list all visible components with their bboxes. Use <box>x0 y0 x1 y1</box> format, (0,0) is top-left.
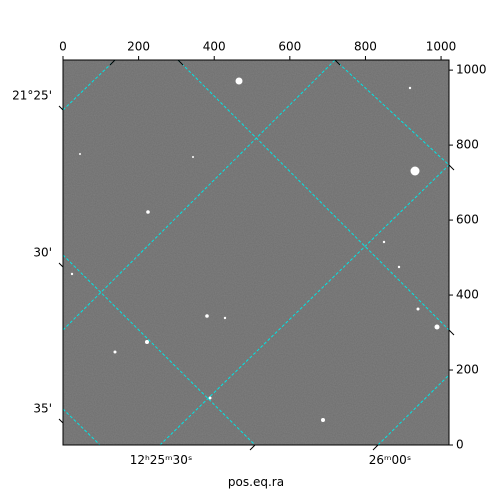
x-tick-label: 800 <box>354 40 377 54</box>
stars <box>70 77 440 422</box>
sky-tick <box>372 444 379 451</box>
x-tick-label: 400 <box>203 40 226 54</box>
ra-tick-label: 26ᵐ00ˢ <box>369 453 412 467</box>
y-tick-label: 400 <box>456 288 479 302</box>
dec-tick <box>58 105 64 111</box>
star <box>434 324 440 330</box>
x-tick-label: 200 <box>127 40 150 54</box>
star <box>223 316 227 320</box>
star <box>408 86 412 90</box>
star <box>192 156 194 158</box>
star <box>397 265 401 269</box>
ra-tick-label: 12ʰ25ᵐ30ˢ <box>130 453 193 467</box>
grid-line <box>63 60 336 331</box>
image-noise <box>63 60 449 445</box>
grid-line <box>63 408 101 445</box>
coordinate-grid <box>63 60 449 445</box>
star <box>145 340 149 344</box>
y-tick-label: 600 <box>456 213 479 227</box>
grid-line <box>63 60 116 111</box>
star <box>208 396 212 400</box>
y-tick-label: 800 <box>456 138 479 152</box>
sky-tick <box>249 444 256 451</box>
y-tick-label: 200 <box>456 363 479 377</box>
star <box>205 314 209 318</box>
grid-line <box>177 60 449 331</box>
sky-tick <box>334 59 341 66</box>
x-tick-label: 0 <box>59 40 67 54</box>
frame <box>62 59 450 446</box>
x-axis-label: pos.eq.ra <box>228 475 284 489</box>
star <box>235 77 243 85</box>
y-tick-label: 1000 <box>456 63 487 77</box>
grid-line <box>334 60 449 166</box>
x-tick-label: 1000 <box>426 40 457 54</box>
grid-line <box>159 164 449 445</box>
star <box>146 210 150 214</box>
dec-tick <box>58 418 64 424</box>
dec-tick-label: 30' <box>33 246 52 260</box>
y-tick-label: 0 <box>456 438 464 452</box>
star <box>79 153 81 155</box>
sky-tick <box>448 164 455 171</box>
sky-tick <box>448 329 455 336</box>
sky-tick <box>177 59 184 66</box>
star <box>382 240 386 244</box>
dec-tick <box>58 262 64 268</box>
star <box>410 166 420 176</box>
star <box>113 350 117 354</box>
grid-line <box>377 374 449 445</box>
sky-tick <box>109 59 116 66</box>
grid-line <box>63 254 256 445</box>
star <box>416 307 420 311</box>
x-tick-label: 600 <box>278 40 301 54</box>
dec-tick-label: 21°25' <box>12 89 52 103</box>
dec-tick-label: 35' <box>33 402 52 416</box>
star <box>321 418 325 422</box>
star <box>70 272 74 276</box>
